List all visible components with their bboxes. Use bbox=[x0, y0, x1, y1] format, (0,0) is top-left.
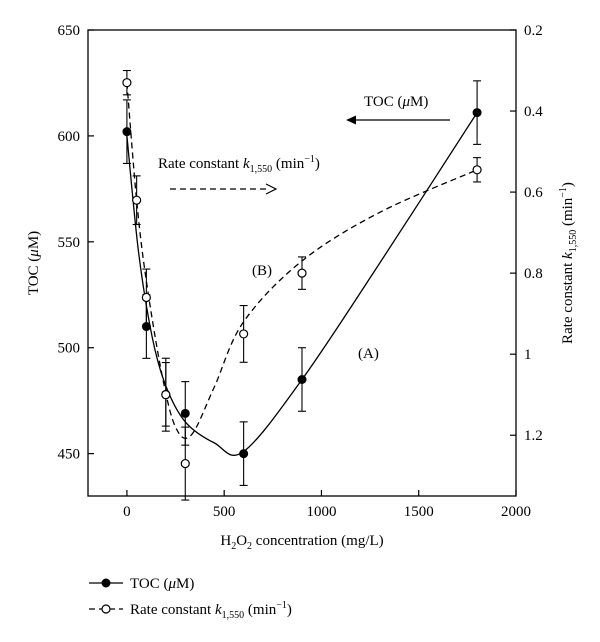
curve-b-label: (B) bbox=[252, 263, 272, 279]
legend-item-rate: Rate constant k1,550 (min−1) bbox=[89, 600, 292, 621]
rate-point bbox=[472, 165, 482, 175]
left-tick-label: 600 bbox=[58, 129, 81, 145]
rate-fit-curve bbox=[126, 82, 478, 439]
rate-point bbox=[141, 292, 151, 303]
rate-point bbox=[180, 458, 190, 469]
rate-series bbox=[122, 69, 482, 501]
rate-arrow-label: Rate constant k1,550 (min−1) bbox=[158, 154, 320, 175]
x-tick-label: 1500 bbox=[404, 504, 434, 520]
right-axis-ticks: 0.2 0.4 0.6 0.8 1 1.2 bbox=[510, 23, 543, 444]
toc-point bbox=[297, 375, 307, 384]
left-tick-label: 650 bbox=[58, 23, 81, 39]
x-tick-label: 500 bbox=[213, 504, 236, 520]
toc-point bbox=[472, 108, 482, 118]
rate-point bbox=[239, 329, 249, 339]
left-tick-label: 550 bbox=[58, 235, 81, 251]
legend-toc-marker bbox=[101, 578, 111, 588]
toc-arrow-head bbox=[346, 115, 356, 125]
rate-point bbox=[297, 268, 307, 278]
x-tick-label: 1000 bbox=[306, 504, 336, 520]
rate-point bbox=[161, 390, 171, 400]
toc-fit-curve bbox=[126, 112, 478, 456]
right-tick-label: 1.2 bbox=[524, 428, 543, 444]
x-axis-ticks: 0 500 1000 1500 2000 bbox=[123, 490, 531, 520]
rate-point bbox=[132, 195, 142, 205]
x-tick-label: 2000 bbox=[501, 504, 531, 520]
right-tick-label: 0.4 bbox=[524, 104, 543, 120]
legend: TOC (μM) Rate constant k1,550 (min−1) bbox=[89, 576, 292, 621]
toc-point bbox=[180, 408, 190, 418]
left-tick-label: 450 bbox=[58, 447, 81, 463]
toc-point bbox=[122, 127, 132, 137]
legend-item-toc: TOC (μM) bbox=[89, 576, 194, 592]
legend-rate-label: Rate constant k1,550 (min−1) bbox=[130, 600, 292, 621]
legend-toc-label: TOC (μM) bbox=[130, 576, 194, 592]
toc-arrow-label: TOC (μM) bbox=[364, 94, 428, 110]
right-tick-label: 0.8 bbox=[524, 266, 543, 282]
plot-frame bbox=[87, 29, 517, 497]
legend-rate-marker bbox=[101, 604, 111, 614]
x-tick-label: 0 bbox=[123, 504, 131, 520]
right-axis-label: Rate constant k1,550 (min−1) bbox=[558, 182, 579, 344]
rate-point bbox=[122, 78, 132, 88]
left-tick-label: 500 bbox=[58, 341, 81, 357]
toc-point bbox=[239, 449, 249, 459]
right-tick-label: 0.2 bbox=[524, 23, 543, 39]
x-axis-label: H2O2 concentration (mg/L) bbox=[220, 533, 383, 552]
rate-arrow-head bbox=[265, 183, 278, 195]
right-tick-label: 1 bbox=[524, 347, 532, 363]
left-axis-label: TOC (μM) bbox=[26, 231, 42, 295]
right-tick-label: 0.6 bbox=[524, 185, 543, 201]
curve-a-label: (A) bbox=[358, 346, 379, 362]
left-axis-ticks: 450 500 550 600 650 bbox=[58, 23, 94, 463]
